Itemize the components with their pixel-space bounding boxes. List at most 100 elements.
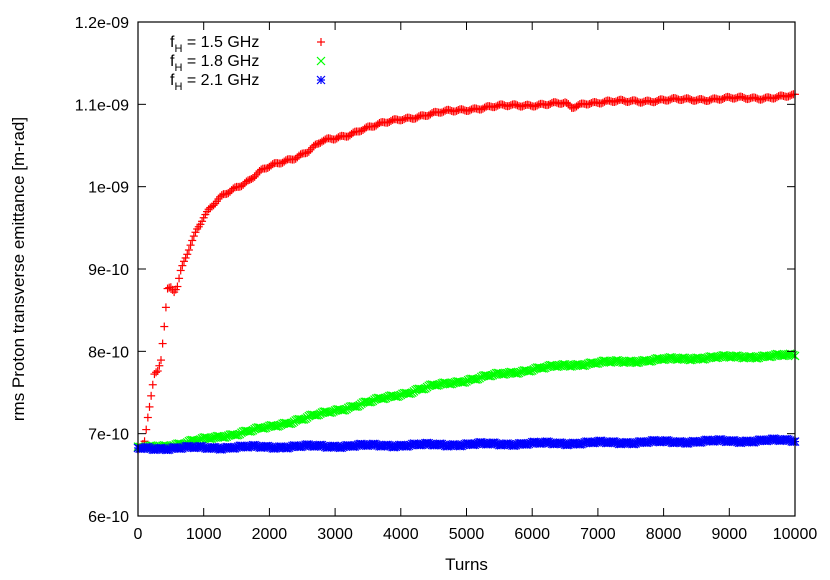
data-point [738,93,747,102]
data-point [671,94,680,103]
data-point [531,102,540,111]
data-point [383,118,392,127]
legend-label: fH = 1.8 GHz [170,53,259,74]
data-point [786,91,795,100]
data-point [678,353,688,363]
data-point [666,95,675,104]
data-point [188,236,197,245]
data-point [198,217,207,226]
data-point [498,100,507,109]
data-point [574,101,583,110]
data-point [739,353,749,363]
data-point [506,367,516,377]
data-point [161,303,170,312]
data-point [253,168,262,177]
data-point [145,402,154,411]
data-point [217,191,226,200]
data-point [465,106,474,115]
data-point [158,339,167,348]
data-point [699,95,708,104]
data-point [179,257,188,266]
x-tick-label: 3000 [317,526,353,543]
data-point [664,96,673,105]
data-point [493,368,503,378]
data-point [524,100,533,109]
data-point [524,366,534,376]
legend-label-main: f [170,53,175,70]
data-point [597,99,606,108]
y-tick-label: 6e-10 [88,509,129,526]
data-point [178,261,187,270]
data-point [511,369,521,378]
data-point [585,99,594,108]
data-point [452,106,461,115]
data-point [437,108,446,117]
data-point [537,363,547,373]
data-point [173,282,182,291]
data-point [685,95,694,104]
legend-label-rest: = 2.1 GHz [182,72,259,89]
data-point [156,356,165,365]
data-point [404,389,414,399]
y-axis-label: rms Proton transverse emittance [m-rad] [9,117,28,421]
data-point [772,349,782,359]
x-tick-label: 8000 [646,526,682,543]
series-0 [134,90,799,455]
data-point [558,359,568,369]
legend-label-rest: = 1.8 GHz [182,53,259,70]
x-tick-label: 7000 [580,526,616,543]
data-point [718,95,727,104]
data-point [153,367,162,376]
legend-label-rest: = 1.5 GHz [182,34,259,51]
data-point [619,358,629,368]
data-point [257,165,266,174]
data-point [417,384,427,394]
data-point [386,116,395,125]
data-point [446,106,455,115]
data-point [544,100,553,109]
data-point [281,156,290,165]
y-tick-label: 9e-10 [88,262,129,279]
data-point [183,250,192,259]
data-point [578,361,588,371]
legend-label-sub: H [174,43,182,55]
x-tick-label: 4000 [383,526,419,543]
legend-label: fH = 2.1 GHz [170,72,259,93]
data-point [350,402,360,412]
data-point [400,115,409,124]
data-point [459,105,468,114]
data-point [685,355,695,365]
y-tick-label: 7e-10 [88,427,129,444]
series-1 [133,349,800,453]
y-tick-label: 1.2e-09 [75,15,129,32]
data-point [225,187,234,196]
marks-layer [133,90,800,455]
data-point [143,413,152,422]
data-point [726,352,736,362]
data-point [413,113,422,122]
data-point [284,419,294,429]
data-point [651,97,660,106]
data-point [147,391,156,400]
series-2 [133,434,800,455]
legend-marker [317,38,325,46]
data-point [751,353,761,363]
data-point [644,96,653,105]
data-point [498,369,508,379]
legend-label-sub: H [174,81,182,93]
data-point [598,98,607,107]
data-point [731,351,741,361]
data-point [268,160,277,169]
x-axis-label: Turns [445,555,488,574]
data-point [665,352,675,362]
data-point [334,133,343,142]
data-point [546,99,555,108]
legend-label-main: f [170,72,175,89]
data-point [239,180,248,189]
data-point [258,423,268,433]
data-point [176,266,185,275]
data-point [505,101,514,110]
data-point [784,92,793,101]
data-point [600,356,609,366]
